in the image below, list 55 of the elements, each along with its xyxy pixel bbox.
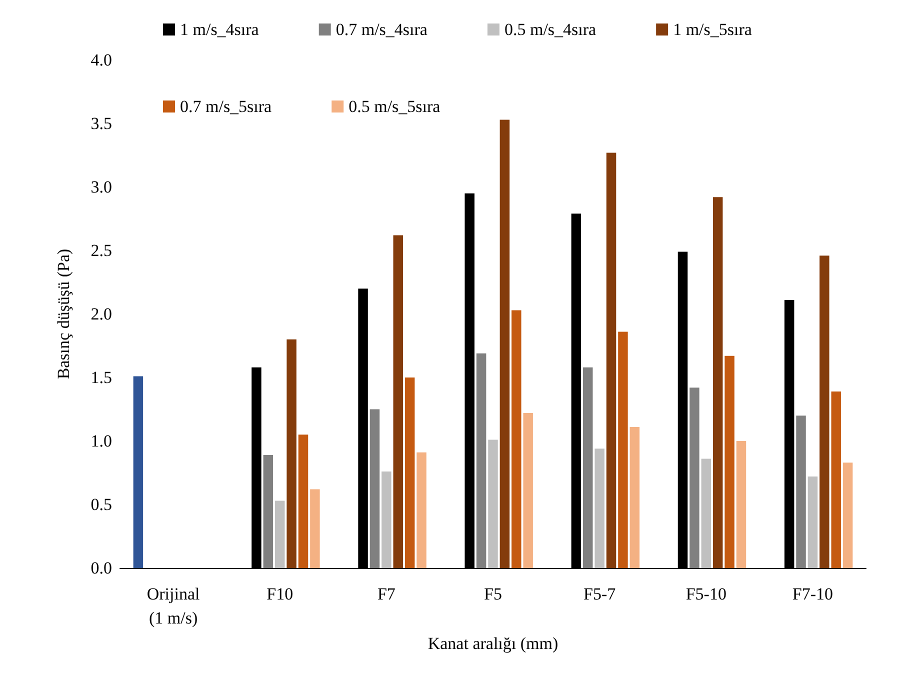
legend-label: 0.7 m/s_5sıra — [180, 97, 272, 116]
y-tick-label: 1.0 — [90, 432, 112, 450]
bar — [701, 458, 712, 568]
y-tick-label: 2.5 — [90, 241, 112, 260]
bar — [831, 391, 841, 568]
bar — [736, 441, 746, 568]
bar — [842, 462, 853, 568]
bar — [370, 409, 380, 568]
bar — [606, 152, 616, 568]
bar — [404, 378, 415, 568]
x-tick-label: F7-10 — [792, 584, 834, 604]
x-tick-label: F10 — [266, 584, 294, 604]
legend-label: 0.7 m/s_4sıra — [336, 20, 428, 39]
bar — [476, 353, 486, 568]
legend-label: 0.5 m/s_4sıra — [504, 20, 597, 39]
x-axis-title: Kanat aralığı (mm) — [428, 634, 558, 653]
y-axis-title: Basınç düşüşü (Pa) — [54, 248, 73, 380]
bar — [690, 388, 700, 568]
bar — [393, 235, 403, 568]
y-tick-label: 4.0 — [90, 50, 112, 70]
bar — [500, 120, 510, 568]
bar — [263, 454, 274, 568]
y-tick-label: 2.0 — [90, 304, 112, 324]
x-tick-label: Orijinal (1 m/s) — [146, 584, 200, 628]
bar — [796, 416, 806, 568]
bar — [820, 256, 830, 568]
bar — [133, 376, 144, 568]
legend-label: 0.5 m/s_5sıra — [348, 97, 441, 116]
bar — [488, 440, 498, 568]
y-tick-label: 0.0 — [90, 558, 112, 578]
bar — [274, 500, 285, 568]
bar — [808, 476, 818, 568]
bar — [523, 413, 533, 568]
bar — [512, 310, 522, 568]
bar — [382, 471, 392, 568]
legend-label: 1 m/s_5sıra — [673, 20, 752, 39]
y-tick-label: 0.5 — [90, 495, 112, 514]
bar — [712, 197, 723, 568]
bar — [583, 367, 593, 568]
bar — [618, 332, 628, 568]
x-tick-label: F5-7 — [584, 584, 616, 604]
bar — [594, 448, 604, 568]
legend-label: 1 m/s_4sıra — [180, 20, 260, 39]
bar — [724, 356, 734, 568]
x-tick-label: F5-10 — [686, 584, 726, 604]
x-tick-label: F7 — [377, 584, 396, 604]
y-tick-label: 3.0 — [90, 178, 112, 196]
bar — [286, 339, 296, 568]
y-tick-label: 1.5 — [90, 368, 112, 387]
bar — [298, 434, 308, 568]
bar — [630, 427, 640, 568]
x-tick-label: F5 — [484, 584, 502, 604]
bar — [310, 489, 320, 568]
y-tick-label: 3.5 — [90, 114, 112, 133]
bar — [416, 452, 426, 568]
